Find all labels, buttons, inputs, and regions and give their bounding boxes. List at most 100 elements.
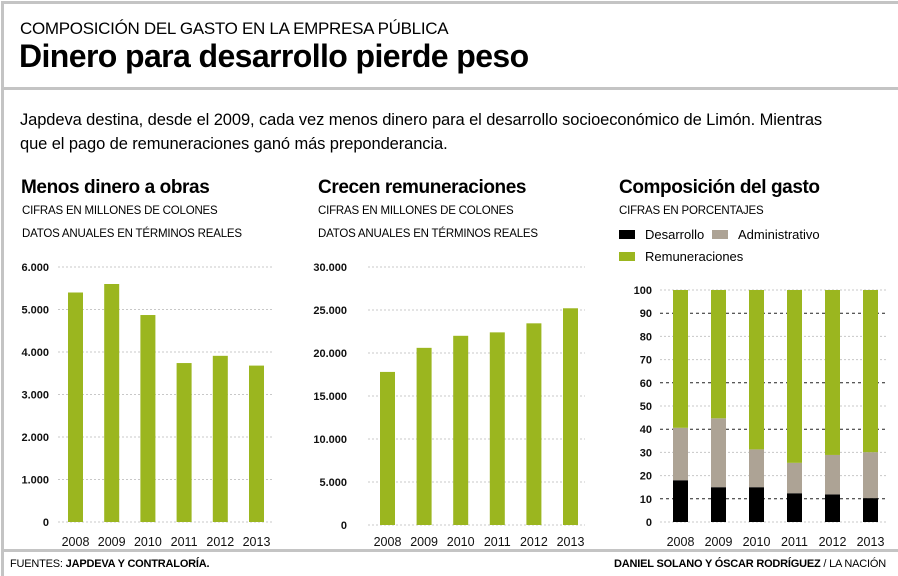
chart3-ytick-label: 90 <box>640 308 652 320</box>
chart3-bar-administrativo-2011 <box>787 462 802 494</box>
intro-line-2: que el pago de remuneraciones ganó más p… <box>20 135 448 153</box>
chart1-ytick-label: 1.000 <box>21 475 49 487</box>
chart2-ytick-label: 30.000 <box>313 262 347 274</box>
chart1-ytick-label: 4.000 <box>21 347 49 359</box>
chart2-ytick-label: 0 <box>341 520 347 532</box>
chart3-subtitle: CIFRAS EN PORCENTAJES <box>619 205 764 217</box>
chart1-xtick-label: 2013 <box>243 535 271 549</box>
legend-swatch-remuneraciones <box>619 252 635 261</box>
chart3-bar-remuneraciones-2010 <box>749 290 764 450</box>
chart1-xtick-label: 2011 <box>171 535 198 549</box>
frame-left-border <box>1 1 4 576</box>
chart3-xtick-label: 2010 <box>743 535 771 549</box>
chart2-bar-2013 <box>563 308 578 525</box>
chart3-bar-administrativo-2013 <box>863 452 878 499</box>
chart3-ytick-label: 80 <box>640 331 652 343</box>
chart1-bar-2011 <box>176 363 192 522</box>
chart3-bar-administrativo-2008 <box>673 427 688 481</box>
chart1-bar-2013 <box>249 365 264 522</box>
chart2-xtick-label: 2012 <box>520 535 548 549</box>
frame-top-border <box>2 1 898 4</box>
legend-label-administrativo: Administrativo <box>738 227 820 242</box>
legend-label-remuneraciones: Remuneraciones <box>645 249 744 264</box>
chart2-ytick-label: 10.000 <box>313 434 347 446</box>
chart2-xtick-label: 2011 <box>484 535 511 549</box>
chart1-ytick-label: 3.000 <box>21 390 49 402</box>
sources-value: JAPDEVA Y CONTRALORÍA. <box>65 558 210 570</box>
chart2-xtick-label: 2013 <box>557 535 585 549</box>
legend-label-desarrollo: Desarrollo <box>645 227 705 242</box>
chart3-ytick-label: 0 <box>646 517 652 529</box>
chart3-bar-desarrollo-2012 <box>825 494 840 522</box>
chart1-ytick-label: 2.000 <box>21 432 49 444</box>
chart3-bar-desarrollo-2008 <box>673 480 688 522</box>
chart2-title: Crecen remuneraciones <box>318 177 527 198</box>
legend-item-remuneraciones: Remuneraciones <box>619 249 743 264</box>
chart1-xtick-label: 2008 <box>62 535 90 549</box>
chart2-ytick-label: 15.000 <box>313 391 347 403</box>
chart3-bar-remuneraciones-2008 <box>673 290 688 428</box>
chart1-subtitle-2: DATOS ANUALES EN TÉRMINOS REALES <box>22 228 242 240</box>
chart1-bar-2012 <box>212 355 228 522</box>
chart2-bar-2008 <box>380 371 395 525</box>
chart3-bar-remuneraciones-2009 <box>711 290 726 419</box>
chart3-bar-administrativo-2009 <box>711 418 726 488</box>
legend-item-administrativo: Administrativo <box>712 227 820 242</box>
chart3-bar-administrativo-2010 <box>749 449 764 488</box>
chart3-bar-administrativo-2012 <box>825 454 840 495</box>
chart3-xtick-label: 2009 <box>705 535 733 549</box>
credit-authors: DANIEL SOLANO Y ÓSCAR RODRÍGUEZ <box>614 558 821 570</box>
sources-label: FUENTES: <box>10 558 66 570</box>
legend-item-desarrollo: Desarrollo <box>619 227 704 242</box>
chart2-bar-2011 <box>489 332 505 525</box>
legend-swatch-administrativo <box>712 230 728 239</box>
chart2-bar-2010 <box>453 335 469 525</box>
chart2-subtitle-1: CIFRAS EN MILLONES DE COLONES <box>318 205 514 217</box>
chart3-xtick-label: 2011 <box>781 535 808 549</box>
legend-swatch-desarrollo <box>619 230 635 239</box>
chart1-xtick-label: 2010 <box>134 535 162 549</box>
chart1-title: Menos dinero a obras <box>21 177 210 198</box>
chart2-xtick-label: 2010 <box>447 535 475 549</box>
chart3-bar-desarrollo-2011 <box>787 493 802 522</box>
chart1-subtitle-1: CIFRAS EN MILLONES DE COLONES <box>22 205 218 217</box>
chart3-bar-desarrollo-2009 <box>711 487 726 522</box>
chart3-ytick-label: 30 <box>640 447 652 459</box>
chart1-ytick-label: 6.000 <box>21 262 49 274</box>
kicker: COMPOSICIÓN DEL GASTO EN LA EMPRESA PÚBL… <box>20 19 449 38</box>
chart1-ytick-label: 0 <box>43 517 49 529</box>
chart2-xtick-label: 2009 <box>410 535 438 549</box>
headline: Dinero para desarrollo pierde peso <box>19 38 529 74</box>
chart3-ytick-label: 20 <box>640 471 652 483</box>
chart2-ytick-label: 5.000 <box>319 477 347 489</box>
chart3-ytick-label: 70 <box>640 355 652 367</box>
chart3-bar-remuneraciones-2013 <box>863 290 878 453</box>
chart3-ytick-label: 10 <box>640 494 652 506</box>
chart2-ytick-label: 20.000 <box>313 348 347 360</box>
chart3-ytick-label: 60 <box>640 378 652 390</box>
chart1-bar-2010 <box>140 315 156 522</box>
chart3-ytick-label: 100 <box>634 285 652 297</box>
chart3-xtick-label: 2008 <box>667 535 695 549</box>
chart2-bar-2009 <box>416 347 432 525</box>
chart1-xtick-label: 2009 <box>98 535 126 549</box>
chart1-ytick-label: 5.000 <box>21 305 49 317</box>
chart3-bar-remuneraciones-2011 <box>787 290 802 463</box>
sources: FUENTES: JAPDEVA Y CONTRALORÍA. <box>10 558 210 570</box>
footer-separator <box>4 549 898 552</box>
chart1-bar-2008 <box>68 292 83 522</box>
chart2-subtitle-2: DATOS ANUALES EN TÉRMINOS REALES <box>318 228 538 240</box>
chart1-bar-2009 <box>104 284 120 522</box>
chart1-xtick-label: 2012 <box>206 535 234 549</box>
chart2-xtick-label: 2008 <box>374 535 402 549</box>
credits: DANIEL SOLANO Y ÓSCAR RODRÍGUEZ / LA NAC… <box>614 558 886 570</box>
chart3-xtick-label: 2012 <box>819 535 847 549</box>
chart3-bar-remuneraciones-2012 <box>825 290 840 455</box>
chart3-bar-desarrollo-2013 <box>863 498 878 522</box>
intro-line-1: Japdeva destina, desde el 2009, cada vez… <box>20 111 823 129</box>
chart3-ytick-label: 50 <box>640 401 652 413</box>
chart3-xtick-label: 2013 <box>857 535 885 549</box>
credit-outlet: / LA NACIÓN <box>820 558 886 570</box>
chart2-bar-2012 <box>526 323 542 525</box>
